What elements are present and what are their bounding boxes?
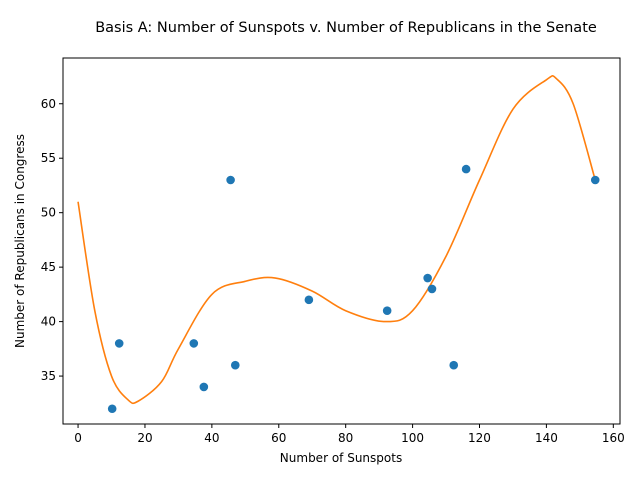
data-point [449, 360, 459, 370]
data-point [107, 404, 117, 414]
data-point [304, 295, 314, 305]
x-tick-label: 160 [602, 431, 625, 445]
x-tick-label: 0 [74, 431, 82, 445]
x-tick-label: 120 [468, 431, 491, 445]
y-tick-label: 35 [41, 369, 56, 383]
y-axis-label: Number of Republicans in Congress [13, 134, 27, 348]
y-tick-label: 60 [41, 97, 56, 111]
fit-curve [77, 75, 597, 405]
x-tick-label: 80 [338, 431, 353, 445]
x-tick-label: 140 [535, 431, 558, 445]
y-tick-label: 55 [41, 151, 56, 165]
chart-title: Basis A: Number of Sunspots v. Number of… [95, 20, 597, 36]
axes-frame [62, 57, 621, 425]
data-point [226, 175, 235, 185]
x-axis-label: Number of Sunspots [280, 451, 402, 465]
plot-area [77, 75, 600, 414]
x-tick-label: 100 [401, 431, 424, 445]
x-tick-label: 40 [204, 431, 219, 445]
x-tick-label: 60 [271, 431, 286, 445]
data-point [590, 175, 600, 185]
data-point [382, 306, 392, 316]
data-point [199, 382, 209, 392]
data-point [189, 339, 199, 348]
y-tick-label: 50 [41, 206, 56, 220]
data-point [423, 273, 432, 283]
data-point [230, 360, 240, 370]
y-tick-label: 40 [41, 315, 56, 329]
x-axis-ticks: 0 20 40 60 80 100 120 140 160 [74, 424, 625, 445]
data-point [461, 164, 471, 174]
data-point [114, 339, 124, 348]
y-axis-ticks: 35 40 45 50 55 60 [41, 97, 63, 383]
y-tick-label: 45 [41, 260, 56, 274]
data-point [427, 284, 437, 294]
x-tick-label: 20 [137, 431, 152, 445]
